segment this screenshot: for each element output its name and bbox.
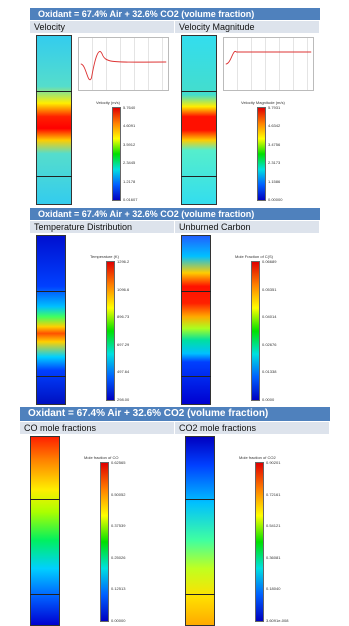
mesh-line <box>36 91 72 93</box>
colorbar-tick-label: 0.37539 <box>111 523 126 529</box>
colorbar-tick-label: 0.18040 <box>266 586 281 592</box>
colorbar-tick-label: 0.72161 <box>266 491 281 497</box>
colorbar <box>251 261 260 401</box>
colorbar-tick-label: 0.25026 <box>111 554 126 560</box>
contour-image <box>181 35 217 205</box>
panel-title: Unburned Carbon <box>175 221 319 233</box>
colorbar-tick-label: 0.90201 <box>266 460 281 465</box>
mesh-line <box>181 91 217 93</box>
colorbar-tick-label: 0.04014 <box>262 314 277 320</box>
colorbar-tick-label: 0.0000 <box>262 397 275 402</box>
colorbar-tick-label: 0.12513 <box>111 586 126 592</box>
colorbar-tick-label: 1.2178 <box>123 178 136 184</box>
colorbar-tick-label: 3.5912 <box>123 141 136 147</box>
mesh-line <box>36 376 66 378</box>
colorbar <box>257 107 266 201</box>
colorbar-label: Temperature (K) <box>90 254 119 259</box>
colorbar-tick-label: 5.7640 <box>123 105 136 110</box>
mesh-line <box>36 291 66 293</box>
mesh-line <box>181 376 211 378</box>
contour-image <box>181 235 211 405</box>
colorbar-tick-label: 3.4756 <box>268 141 281 147</box>
colorbar-tick-label: 0.01607 <box>123 197 138 202</box>
colorbar <box>255 462 264 622</box>
colorbar <box>106 261 115 401</box>
panel-title: Velocity Magnitude <box>175 21 319 33</box>
mesh-line <box>185 593 215 595</box>
colorbar-tick-label: 0.01338 <box>262 369 277 375</box>
contour-image <box>185 436 215 626</box>
colorbar-tick-label: 896.73 <box>117 314 130 320</box>
colorbar-tick-label: 4.6342 <box>268 123 281 129</box>
mesh-line <box>181 291 211 293</box>
mesh-line <box>36 176 72 178</box>
colorbar-tick-label: 1.1586 <box>268 178 281 184</box>
colorbar-label: Mole fraction of CO <box>84 455 119 460</box>
colorbar-tick-label: 0.00000 <box>111 618 126 623</box>
colorbar-label: Velocity (m/s) <box>96 100 121 105</box>
colorbar-label: Mole fraction of CO2 <box>239 455 276 460</box>
colorbar-label: Mole Fraction of C(S) <box>235 254 274 259</box>
section-header: Oxidant = 67.4% Air + 32.6% CO2 (volume … <box>30 8 320 20</box>
plot-curve <box>80 51 167 81</box>
panel-title: CO mole fractions <box>20 422 174 434</box>
colorbar-tick-label: 0.36081 <box>266 554 281 560</box>
colorbar <box>100 462 109 622</box>
panel-title: Velocity <box>30 21 174 33</box>
colorbar-tick-label: 4.6091 <box>123 123 136 129</box>
colorbar-tick-label: 0.50052 <box>111 491 126 497</box>
colorbar-label: Velocity Magnitude (m/s) <box>241 100 285 105</box>
contour-image <box>36 235 66 405</box>
contour-image <box>30 436 60 626</box>
colorbar-tick-label: 0.54121 <box>266 523 281 529</box>
colorbar <box>112 107 121 201</box>
mesh-line <box>30 498 60 500</box>
colorbar-tick-label: 5.7931 <box>268 105 281 110</box>
contour-image <box>36 35 72 205</box>
colorbar-tick-label: 2.3173 <box>268 160 281 166</box>
colorbar-tick-label: 0.05351 <box>262 286 277 292</box>
panel-title: Temperature Distribution <box>30 221 174 233</box>
colorbar-tick-label: 1096.6 <box>117 286 130 292</box>
mesh-line <box>181 176 217 178</box>
plot-curve <box>225 50 312 65</box>
colorbar-tick-label: 0.02676 <box>262 341 277 347</box>
colorbar-tick-label: 2.3445 <box>123 160 136 166</box>
section-header: Oxidant = 67.4% Air + 32.6% CO2 (volume … <box>30 208 320 220</box>
section-header: Oxidant = 67.4% Air + 32.6% CO2 (volume … <box>20 407 330 421</box>
colorbar-tick-label: 697.29 <box>117 341 130 347</box>
colorbar-tick-label: 0.62565 <box>111 460 126 465</box>
panel-title: CO2 mole fractions <box>175 422 329 434</box>
colorbar-tick-label: 0.00000 <box>268 197 283 202</box>
line-plot <box>223 37 314 91</box>
mesh-line <box>185 498 215 500</box>
colorbar-tick-label: 3.6091e-008 <box>266 618 289 623</box>
colorbar-tick-label: 497.64 <box>117 369 130 375</box>
colorbar-tick-label: 1296.2 <box>117 259 130 264</box>
mesh-line <box>30 593 60 595</box>
colorbar-tick-label: 298.00 <box>117 397 130 402</box>
line-plot <box>78 37 169 91</box>
colorbar-tick-label: 0.06689 <box>262 259 277 264</box>
